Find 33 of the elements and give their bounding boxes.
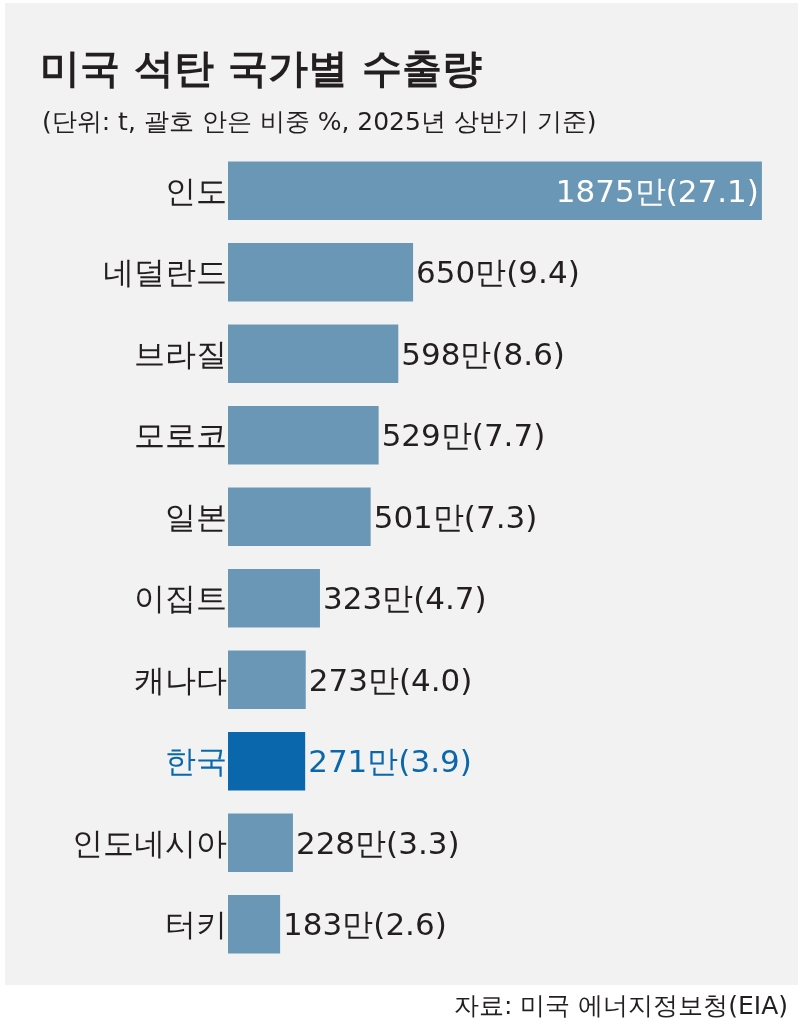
y-tick-label: 네덜란드 <box>103 254 227 291</box>
y-tick-label: 인도네시아 <box>72 824 227 861</box>
y-tick-label: 일본 <box>165 498 227 535</box>
bar <box>228 487 371 547</box>
data-label: 501만(7.3) <box>373 498 538 535</box>
data-label: 228만(3.3) <box>295 824 460 861</box>
bar <box>228 242 414 302</box>
bar <box>228 813 293 873</box>
y-tick-label: 캐나다 <box>134 661 227 698</box>
y-tick-label: 브라질 <box>134 335 227 372</box>
chart-title: 미국 석탄 국가별 수출량 <box>40 45 482 91</box>
bar <box>228 894 281 954</box>
bar <box>228 650 306 710</box>
data-label: 323만(4.7) <box>322 580 487 617</box>
bar <box>228 568 320 628</box>
data-label: 529만(7.7) <box>381 417 546 454</box>
y-tick-label: 모로코 <box>134 417 227 454</box>
chart-subtitle: (단위: t, 괄호 안은 비중 %, 2025년 상반기 기준) <box>42 107 597 136</box>
data-label: 273만(4.0) <box>308 661 473 698</box>
y-tick-label: 인도 <box>165 172 227 209</box>
y-tick-label: 터키 <box>165 906 227 943</box>
data-label: 1875만(27.1) <box>555 172 759 209</box>
bar <box>228 731 306 791</box>
text: 자료: 미국 에너지정보청(EIA) <box>454 991 789 1020</box>
data-label: 183만(2.6) <box>283 906 447 943</box>
bar <box>228 324 399 384</box>
data-label: 650만(9.4) <box>416 254 580 291</box>
y-tick-label: 이집트 <box>134 580 227 617</box>
data-label: 271만(3.9) <box>308 743 472 780</box>
bar <box>228 405 379 465</box>
y-tick-label: 한국 <box>165 743 227 780</box>
bar <box>228 161 762 221</box>
data-label: 598만(8.6) <box>401 335 565 372</box>
